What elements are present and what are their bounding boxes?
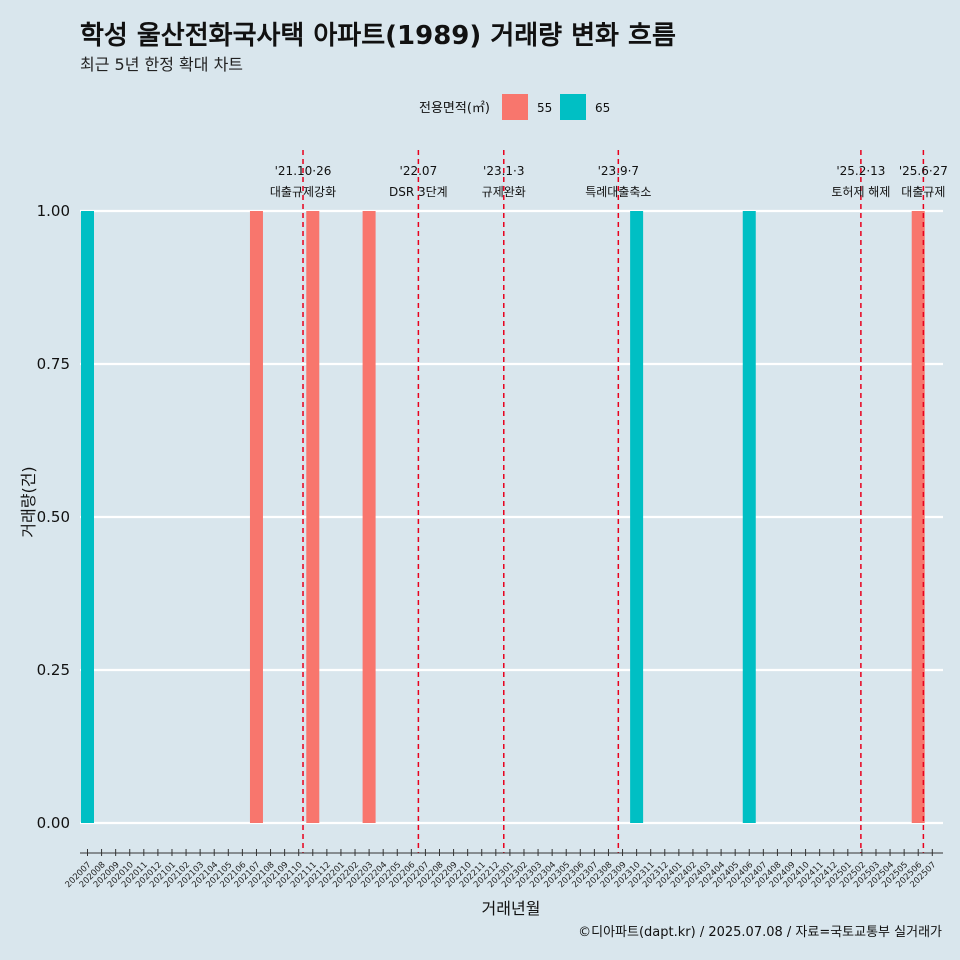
bar-202111 <box>306 211 320 823</box>
event-label: 대출규제강화 <box>270 185 336 199</box>
legend-title: 전용면적(㎡) <box>419 101 490 116</box>
bar-202007 <box>81 211 94 823</box>
event-date: '25.6·27 <box>899 164 948 178</box>
event-label: 대출규제 <box>901 185 945 199</box>
x-axis-title: 거래년월 <box>482 899 541 918</box>
event-lines <box>302 150 925 853</box>
x-axis: 2020072020082020092020102020112020122021… <box>64 849 943 890</box>
caption: ©디아파트(dapt.kr) / 2025.07.08 / 자료=국토교통부 실… <box>578 925 942 940</box>
event-date: '25.2·13 <box>836 164 885 178</box>
bar-202310 <box>630 211 644 823</box>
chart-title: 학성 울산전화국사택 아파트(1989) 거래량 변화 흐름 <box>80 21 676 51</box>
grid-lines <box>80 209 943 825</box>
bar-202203 <box>362 211 376 823</box>
event-date: '21.10·26 <box>275 164 332 178</box>
y-tick-label: 0.00 <box>37 814 70 832</box>
event-label: 특례대출축소 <box>585 185 651 199</box>
legend: 전용면적(㎡) 55 65 <box>419 94 610 120</box>
y-tick-label: 1.00 <box>37 202 70 220</box>
bar-202107 <box>249 211 263 823</box>
y-tick-label: 0.25 <box>37 661 70 679</box>
y-tick-labels: 0.00 0.25 0.50 0.75 1.00 <box>37 202 70 832</box>
event-date: '23.9·7 <box>598 164 639 178</box>
legend-swatch-55 <box>502 94 528 120</box>
y-tick-label: 0.50 <box>37 508 70 526</box>
event-date: '22.07 <box>400 164 438 178</box>
legend-swatch-65 <box>560 94 586 120</box>
event-label: 규제완화 <box>482 185 526 199</box>
y-axis-title: 거래량(건) <box>19 466 38 537</box>
event-label: 토허제 해제 <box>831 185 890 199</box>
event-date: '23.1·3 <box>483 164 524 178</box>
chart-subtitle: 최근 5년 한정 확대 차트 <box>80 55 243 74</box>
bar-202506 <box>911 211 925 823</box>
event-label: DSR 3단계 <box>389 185 448 199</box>
bar-202406 <box>742 211 756 823</box>
event-annotations: '21.10·26 대출규제강화 '22.07 DSR 3단계 '23.1·3 규제완화 '… <box>270 164 948 199</box>
y-tick-label: 0.75 <box>37 355 70 373</box>
legend-label-55: 55 <box>537 101 552 115</box>
legend-label-65: 65 <box>595 101 610 115</box>
bars <box>81 211 925 823</box>
